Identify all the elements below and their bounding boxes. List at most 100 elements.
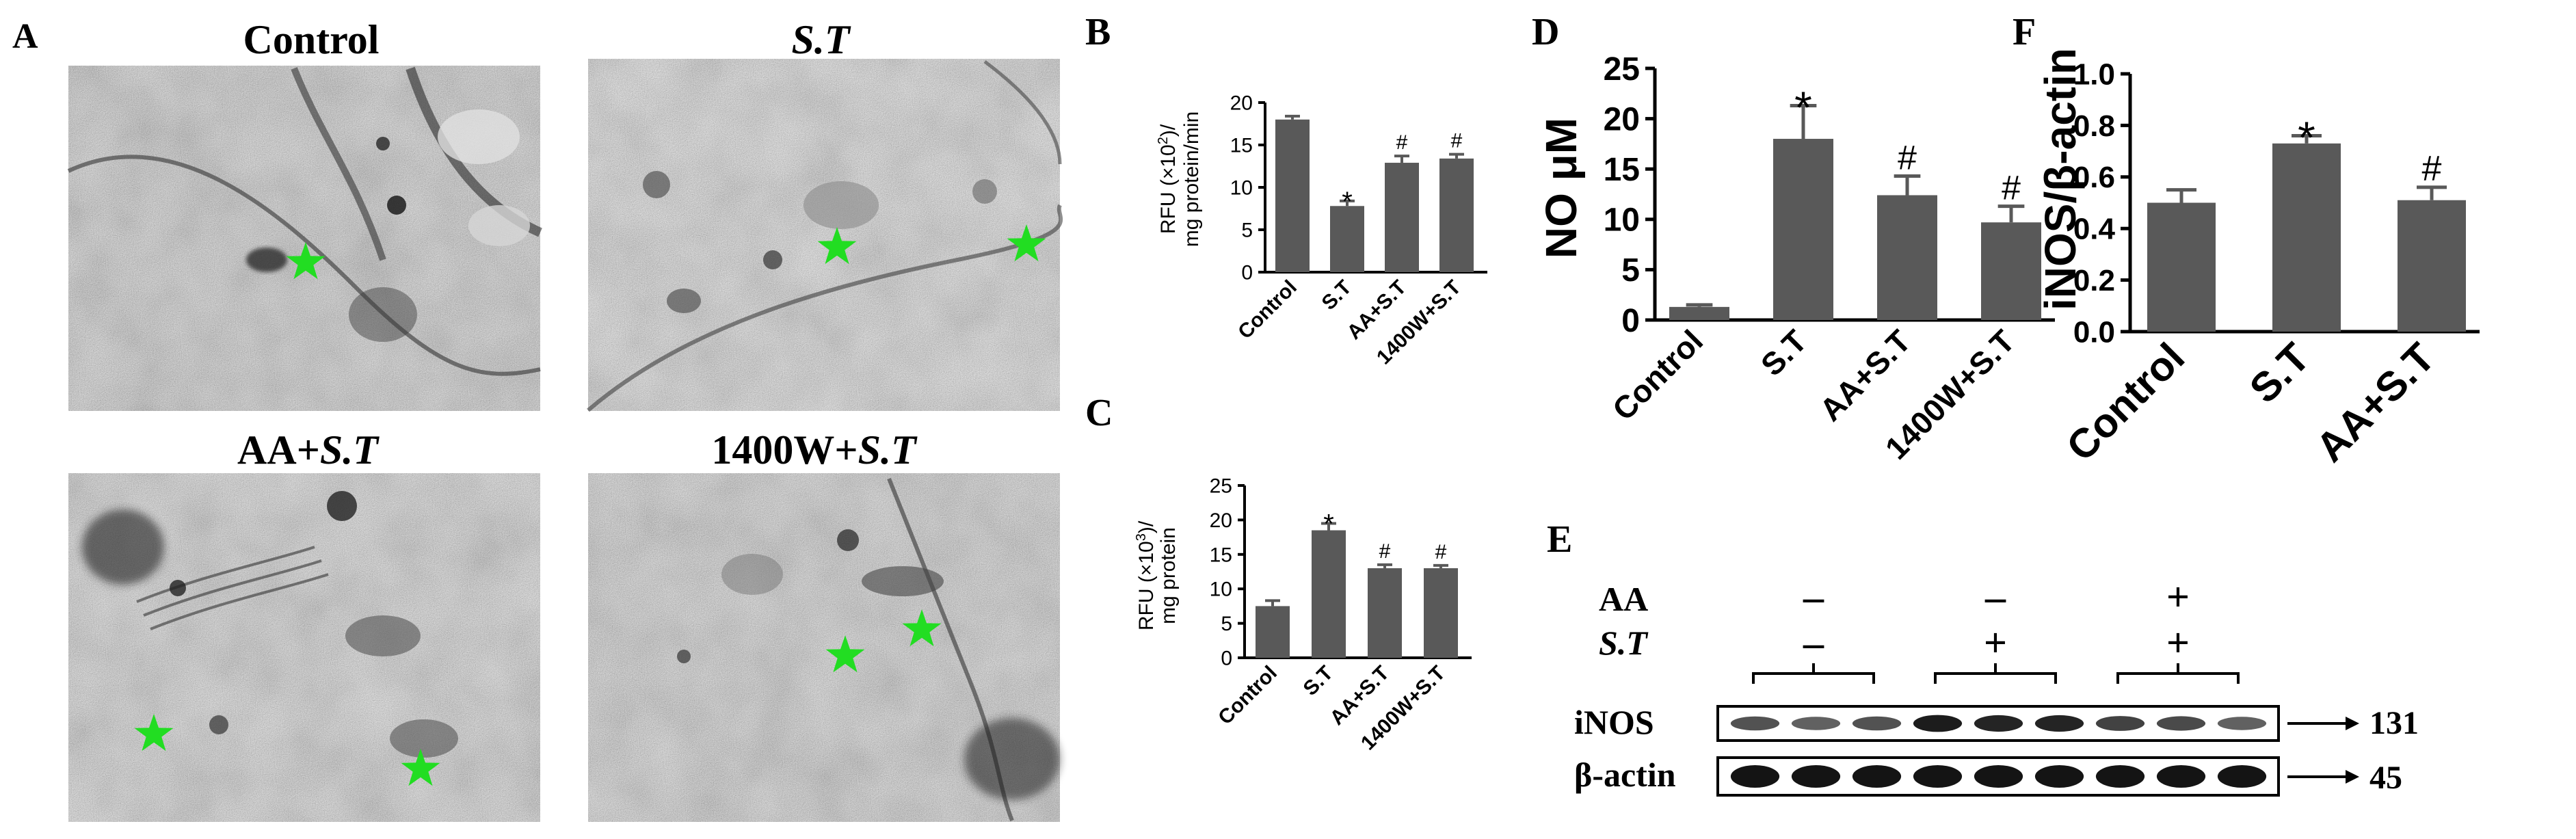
svg-text:RFU (×102)/: RFU (×102)/ (1156, 124, 1180, 234)
y-tick-label: 20 (1210, 509, 1232, 532)
star-marker (286, 242, 326, 280)
y-tick-label: 1.0 (2073, 57, 2115, 91)
y-tick-label: 20 (1230, 92, 1253, 115)
aa-sign: + (2166, 574, 2190, 620)
micrograph-title: AA+S.T (237, 427, 380, 472)
blot-band (1974, 715, 2023, 732)
star-marker (401, 749, 440, 786)
micrograph-control: Control (67, 17, 542, 411)
category-label: S.T (1299, 662, 1338, 700)
y-axis-label: RFU (×102)/ mg protein/min (1156, 111, 1203, 247)
bar (2398, 200, 2466, 332)
blot-band (2156, 716, 2206, 731)
star-marker (817, 227, 857, 265)
blot-band (2095, 716, 2145, 731)
y-axis-label: RFU (×103)/ mg protein (1134, 520, 1180, 630)
blot-row-label: β-actin (1574, 756, 1676, 794)
panel-letter-f: F (2013, 11, 2036, 53)
blot-band (2034, 715, 2084, 732)
y-tick-label: 0 (1621, 303, 1640, 339)
panel-letter-b: B (1085, 11, 1111, 53)
chart-d: NO μM 0510152025Control*S.T#AA+S.T#1400W… (1537, 51, 2055, 466)
micrograph-st: S.T (587, 17, 1063, 412)
panel-letter-a: A (12, 17, 38, 56)
significance-hash: # (1379, 540, 1391, 563)
y-tick-label: 5 (1221, 613, 1232, 635)
blot-band (1913, 715, 1963, 732)
category-label: Control (2058, 334, 2193, 470)
significance-star: * (1342, 187, 1353, 217)
category-label: AA+S.T (2307, 334, 2443, 470)
blot-band (1913, 765, 1963, 788)
svg-text:RFU (×103)/: RFU (×103)/ (1134, 520, 1158, 630)
y-axis-label: iNOS/β-actin (2036, 48, 2085, 310)
blot-band (1730, 716, 1780, 731)
y-tick-label: 25 (1604, 51, 1640, 88)
y-axis-label: NO μM (1537, 118, 1586, 258)
group-bracket (1934, 663, 2057, 684)
bar (1275, 119, 1310, 272)
blot-band (1974, 765, 2023, 788)
panel-letter-d: D (1532, 11, 1559, 53)
st-sign: + (1984, 620, 2007, 665)
bar (1877, 195, 1937, 320)
blot-band (1852, 716, 1902, 731)
molecular-weight: 45 (2369, 760, 2402, 796)
micrograph-1400w-st: 1400W+S.T (588, 427, 1060, 822)
significance-hash: # (1898, 139, 1917, 177)
row-label-st: S.T (1599, 624, 1649, 662)
y-tick-label: 0.8 (2073, 109, 2115, 143)
category-label: AA+S.T (1813, 323, 1917, 427)
star-marker (825, 635, 865, 673)
blot-band (2034, 765, 2084, 788)
significance-star: * (2298, 112, 2315, 163)
y-tick-label: 20 (1604, 101, 1640, 137)
bar (1981, 222, 2041, 320)
star-marker (1007, 224, 1046, 262)
blot-band (1730, 765, 1780, 788)
y-tick-label: 0 (1241, 262, 1253, 284)
st-sign: – (1803, 620, 1824, 665)
blot-band (1791, 765, 1841, 788)
chart-c: RFU (×103)/ mg protein 0 5 10 15 20 25 Control… (1134, 475, 1472, 755)
y-tick-label: 0.6 (2073, 161, 2115, 194)
significance-hash: # (1435, 541, 1447, 563)
y-tick-label: 15 (1210, 544, 1232, 566)
blot-band (2095, 765, 2145, 788)
molecular-weight: 131 (2369, 705, 2419, 741)
y-tick-label: 25 (1210, 475, 1232, 498)
y-tick-label: 0.4 (2073, 213, 2116, 246)
category-label: S.T (1318, 276, 1356, 315)
arrow-head (2346, 717, 2359, 730)
y-tick-label: 0.0 (2073, 315, 2115, 349)
bar (1256, 606, 1290, 658)
y-tick-label: 15 (1230, 135, 1253, 157)
aa-sign: – (1984, 574, 2006, 620)
bar (1330, 206, 1364, 272)
bar (1669, 306, 1729, 320)
svg-text:mg protein: mg protein (1157, 527, 1180, 624)
y-tick-label: 10 (1230, 177, 1253, 200)
significance-hash: # (2002, 169, 2021, 207)
panel-letter-c: C (1085, 392, 1113, 434)
significance-hash: # (1451, 130, 1463, 152)
panel-letter-e: E (1547, 518, 1572, 561)
y-tick-label: 0 (1221, 648, 1232, 670)
chart-f: iNOS/β-actin 0.0 0.2 0.4 0.6 0.8 1.0 Control * S… (2036, 48, 2480, 470)
group-bracket (2116, 663, 2240, 684)
significance-star: * (1323, 509, 1334, 539)
row-label-aa: AA (1599, 580, 1648, 618)
bar (2272, 143, 2341, 332)
bar (1773, 139, 1833, 321)
aa-sign: – (1803, 574, 1824, 620)
blot-band (2156, 765, 2206, 788)
y-tick-label: 10 (1604, 202, 1640, 239)
blot-band (2217, 717, 2267, 730)
micrograph-title: 1400W+S.T (711, 427, 918, 472)
chart-b: RFU (×102)/ mg protein/min 0 5 10 15 20 Contr… (1156, 92, 1487, 369)
star-marker (134, 714, 174, 751)
y-tick-label: 5 (1621, 252, 1640, 289)
st-sign: + (2166, 620, 2190, 665)
svg-text:mg protein/min: mg protein/min (1180, 111, 1203, 247)
